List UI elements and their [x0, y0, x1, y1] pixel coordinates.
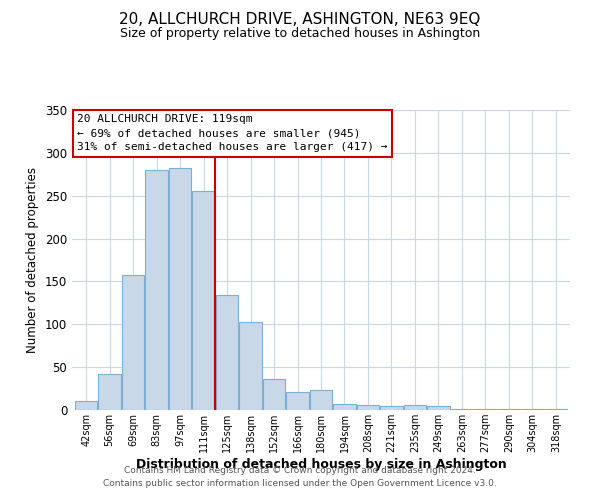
- Bar: [286, 392, 308, 410]
- Bar: [451, 409, 473, 410]
- Bar: [239, 322, 262, 410]
- Bar: [75, 402, 97, 410]
- Text: 20, ALLCHURCH DRIVE, ASHINGTON, NE63 9EQ: 20, ALLCHURCH DRIVE, ASHINGTON, NE63 9EQ: [119, 12, 481, 28]
- Bar: [498, 409, 520, 410]
- Bar: [193, 190, 215, 410]
- Bar: [98, 374, 121, 410]
- Bar: [334, 404, 356, 410]
- Bar: [427, 406, 449, 410]
- Bar: [216, 295, 238, 410]
- Text: 20 ALLCHURCH DRIVE: 119sqm
← 69% of detached houses are smaller (945)
31% of sem: 20 ALLCHURCH DRIVE: 119sqm ← 69% of deta…: [77, 114, 388, 152]
- Bar: [357, 405, 379, 410]
- Bar: [380, 406, 403, 410]
- Bar: [545, 409, 567, 410]
- Bar: [122, 274, 144, 410]
- Bar: [310, 390, 332, 410]
- Bar: [474, 409, 497, 410]
- Bar: [169, 168, 191, 410]
- X-axis label: Distribution of detached houses by size in Ashington: Distribution of detached houses by size …: [136, 458, 506, 471]
- Text: Size of property relative to detached houses in Ashington: Size of property relative to detached ho…: [120, 28, 480, 40]
- Bar: [145, 170, 168, 410]
- Bar: [263, 379, 285, 410]
- Y-axis label: Number of detached properties: Number of detached properties: [26, 167, 40, 353]
- Bar: [521, 409, 544, 410]
- Text: Contains HM Land Registry data © Crown copyright and database right 2024.
Contai: Contains HM Land Registry data © Crown c…: [103, 466, 497, 487]
- Bar: [404, 405, 426, 410]
